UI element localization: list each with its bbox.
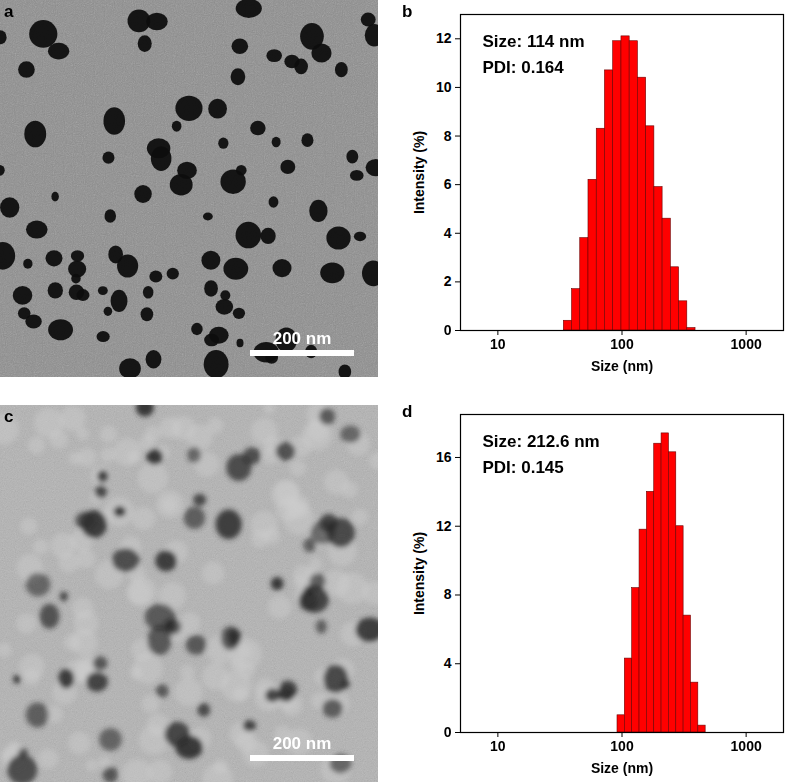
html-text:c: c bbox=[4, 407, 14, 426]
svg-text:16: 16 bbox=[436, 449, 452, 465]
svg-text:6: 6 bbox=[444, 176, 452, 192]
svg-text:PDI: 0.145: PDI: 0.145 bbox=[483, 458, 564, 477]
svg-text:8: 8 bbox=[444, 586, 452, 602]
html-text:d: d bbox=[402, 402, 413, 421]
svg-text:PDI: 0.164: PDI: 0.164 bbox=[483, 58, 565, 77]
svg-text:200 nm: 200 nm bbox=[273, 734, 332, 753]
svg-text:2: 2 bbox=[444, 273, 452, 289]
svg-text:Intensity (%): Intensity (%) bbox=[411, 131, 427, 214]
svg-text:Size: 212.6 nm: Size: 212.6 nm bbox=[483, 432, 600, 451]
svg-text:10: 10 bbox=[490, 336, 506, 352]
svg-text:8: 8 bbox=[444, 128, 452, 144]
svg-text:4: 4 bbox=[444, 225, 452, 241]
svg-text:Size (nm): Size (nm) bbox=[591, 760, 653, 776]
svg-text:12: 12 bbox=[436, 30, 452, 46]
svg-text:0: 0 bbox=[444, 724, 452, 740]
svg-text:10: 10 bbox=[490, 738, 506, 754]
svg-text:100: 100 bbox=[610, 738, 634, 754]
svg-text:0: 0 bbox=[444, 322, 452, 338]
html-text:a: a bbox=[4, 2, 14, 21]
svg-text:Size (nm): Size (nm) bbox=[591, 358, 653, 374]
html-text:b: b bbox=[402, 2, 413, 21]
svg-text:Size: 114 nm: Size: 114 nm bbox=[483, 32, 585, 51]
svg-text:12: 12 bbox=[436, 518, 452, 534]
svg-text:4: 4 bbox=[444, 655, 452, 671]
svg-text:Intensity (%): Intensity (%) bbox=[411, 532, 427, 615]
svg-text:10: 10 bbox=[436, 79, 452, 95]
svg-text:100: 100 bbox=[610, 336, 634, 352]
svg-text:1000: 1000 bbox=[731, 738, 762, 754]
svg-text:200 nm: 200 nm bbox=[273, 329, 332, 348]
svg-text:1000: 1000 bbox=[731, 336, 762, 352]
